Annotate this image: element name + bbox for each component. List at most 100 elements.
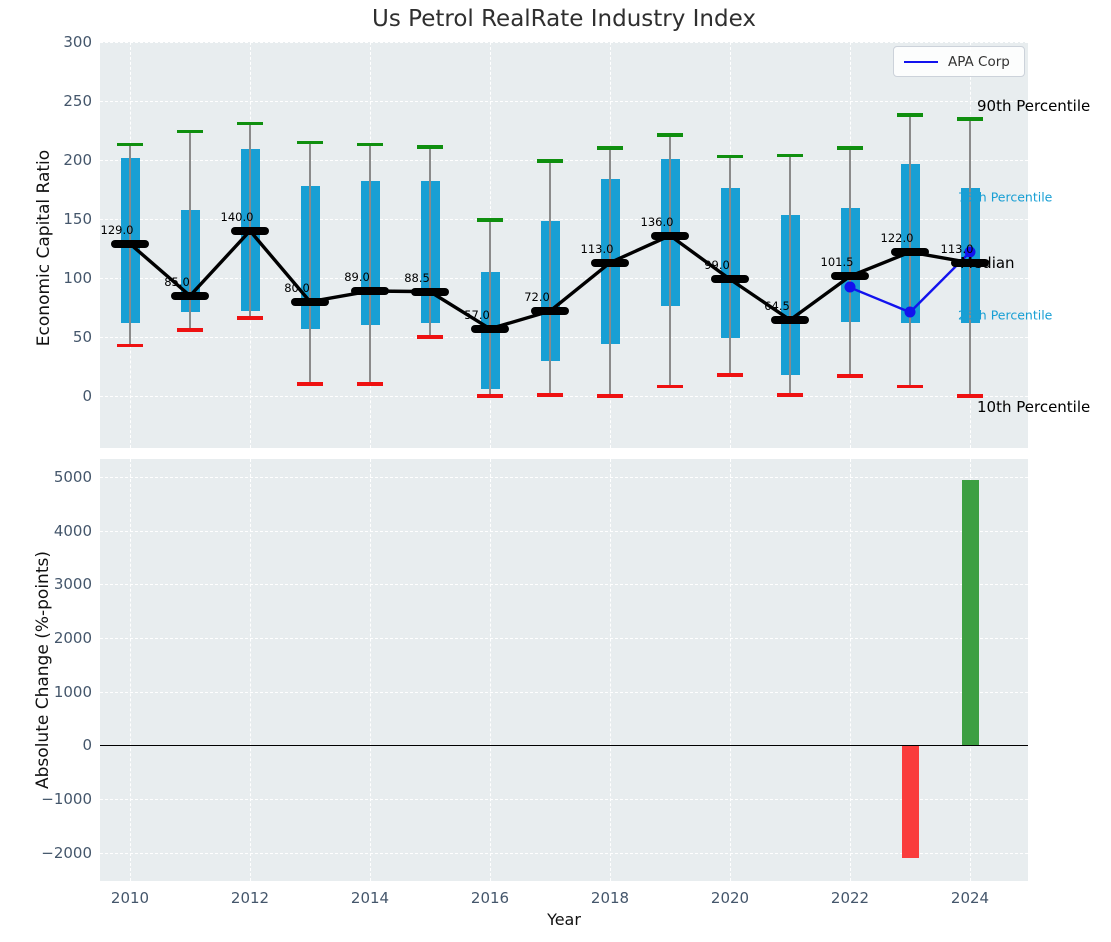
p10-cap (357, 382, 383, 387)
h-gridline (100, 42, 1028, 43)
h-gridline (100, 638, 1028, 640)
p10-cap (837, 374, 863, 378)
p10-cap (597, 394, 623, 398)
whisker-line (489, 220, 491, 397)
p10-cap (477, 394, 503, 398)
median-marker (111, 239, 149, 248)
median-marker (471, 324, 509, 333)
median-value-label: 113.0 (580, 241, 614, 256)
p90-cap (717, 154, 743, 159)
y-tick-label: 4000 (53, 521, 92, 540)
y-tick-label: 50 (72, 328, 92, 347)
median-value-label: 57.0 (464, 307, 490, 322)
v-gridline (730, 459, 731, 881)
median-value-label: 64.5 (764, 298, 790, 313)
p90-cap (477, 218, 503, 222)
p90-cap (177, 129, 203, 134)
whisker-line (309, 142, 311, 385)
p10-cap (297, 382, 323, 387)
y-tick-label: 0 (82, 387, 92, 406)
v-gridline (370, 459, 371, 881)
median-marker (351, 287, 389, 296)
median-value-label: 89.0 (344, 270, 370, 285)
apa-corp-point (964, 246, 976, 258)
median-value-label: 80.0 (284, 280, 310, 295)
apa-corp-point (904, 306, 916, 318)
percentile-annotation: 90th Percentile (977, 96, 1091, 115)
p90-cap (297, 140, 323, 145)
p10-cap (237, 316, 263, 320)
y-tick-label: −2000 (41, 843, 92, 862)
median-value-label: 85.0 (164, 274, 190, 289)
h-gridline (100, 530, 1028, 532)
h-gridline (100, 101, 1028, 102)
x-tick-label: 2020 (710, 889, 750, 907)
percentile-annotation: Median (960, 253, 1015, 272)
y-tick-label: 250 (63, 92, 92, 110)
v-gridline (490, 459, 491, 881)
p10-cap (897, 384, 923, 389)
h-gridline (100, 852, 1028, 854)
whisker-line (789, 155, 791, 395)
whisker-line (609, 148, 611, 397)
h-gridline (100, 691, 1028, 693)
h-gridline (100, 337, 1028, 339)
median-marker (591, 258, 629, 267)
h-gridline (100, 278, 1028, 280)
median-marker (771, 315, 809, 324)
median-value-label: 101.5 (820, 255, 854, 270)
whisker-line (369, 144, 371, 385)
whisker-line (669, 135, 671, 387)
x-axis-label: Year (547, 910, 581, 929)
p90-cap (357, 142, 383, 147)
percentile-annotation: 25th Percentile (958, 307, 1053, 323)
h-gridline (100, 477, 1028, 479)
y-tick-label: 1000 (53, 682, 92, 701)
h-gridline (100, 396, 1028, 398)
y-tick-label: 3000 (53, 575, 92, 594)
y-tick-label: 200 (63, 151, 92, 170)
p90-cap (537, 159, 563, 163)
median-marker (831, 272, 869, 281)
change-bar (961, 479, 979, 746)
legend-box: APA Corp (893, 46, 1025, 77)
p90-cap (657, 133, 683, 138)
y-tick-label: 300 (63, 33, 92, 51)
h-gridline (100, 798, 1028, 800)
x-tick-label: 2010 (110, 889, 150, 907)
x-tick-label: 2022 (830, 889, 870, 907)
v-gridline (850, 459, 851, 881)
median-marker (951, 258, 989, 267)
change-bar (901, 745, 919, 858)
h-gridline (100, 745, 1028, 747)
median-marker (231, 226, 269, 235)
y-tick-label: 150 (63, 210, 92, 229)
y-tick-label: 5000 (53, 468, 92, 487)
p90-cap (897, 113, 923, 117)
whisker-line (849, 148, 851, 376)
percentile-annotation: 75th Percentile (958, 189, 1053, 205)
median-marker (411, 287, 449, 296)
median-value-label: 140.0 (220, 209, 254, 224)
p10-cap (117, 343, 143, 348)
absolute-change-plot-area (100, 459, 1028, 881)
median-marker (891, 248, 929, 257)
y-tick-label: 2000 (53, 629, 92, 648)
y-tick-label: 100 (63, 269, 92, 288)
p90-cap (597, 146, 623, 150)
median-value-label: 113.0 (940, 241, 974, 256)
median-value-label: 129.0 (100, 222, 134, 237)
median-value-label: 72.0 (524, 290, 550, 305)
h-gridline (100, 160, 1028, 162)
p10-cap (717, 373, 743, 377)
x-tick-label: 2016 (470, 889, 510, 907)
legend-label: APA Corp (948, 53, 1010, 70)
bottom-y-axis-label: Absolute Change (%-points) (33, 551, 53, 789)
p10-cap (177, 328, 203, 332)
apa-corp-point (844, 281, 856, 293)
median-marker (291, 297, 329, 306)
whisker-line (189, 131, 191, 330)
median-marker (531, 307, 569, 316)
p90-cap (117, 142, 143, 147)
chart-title: Us Petrol RealRate Industry Index (372, 6, 756, 32)
